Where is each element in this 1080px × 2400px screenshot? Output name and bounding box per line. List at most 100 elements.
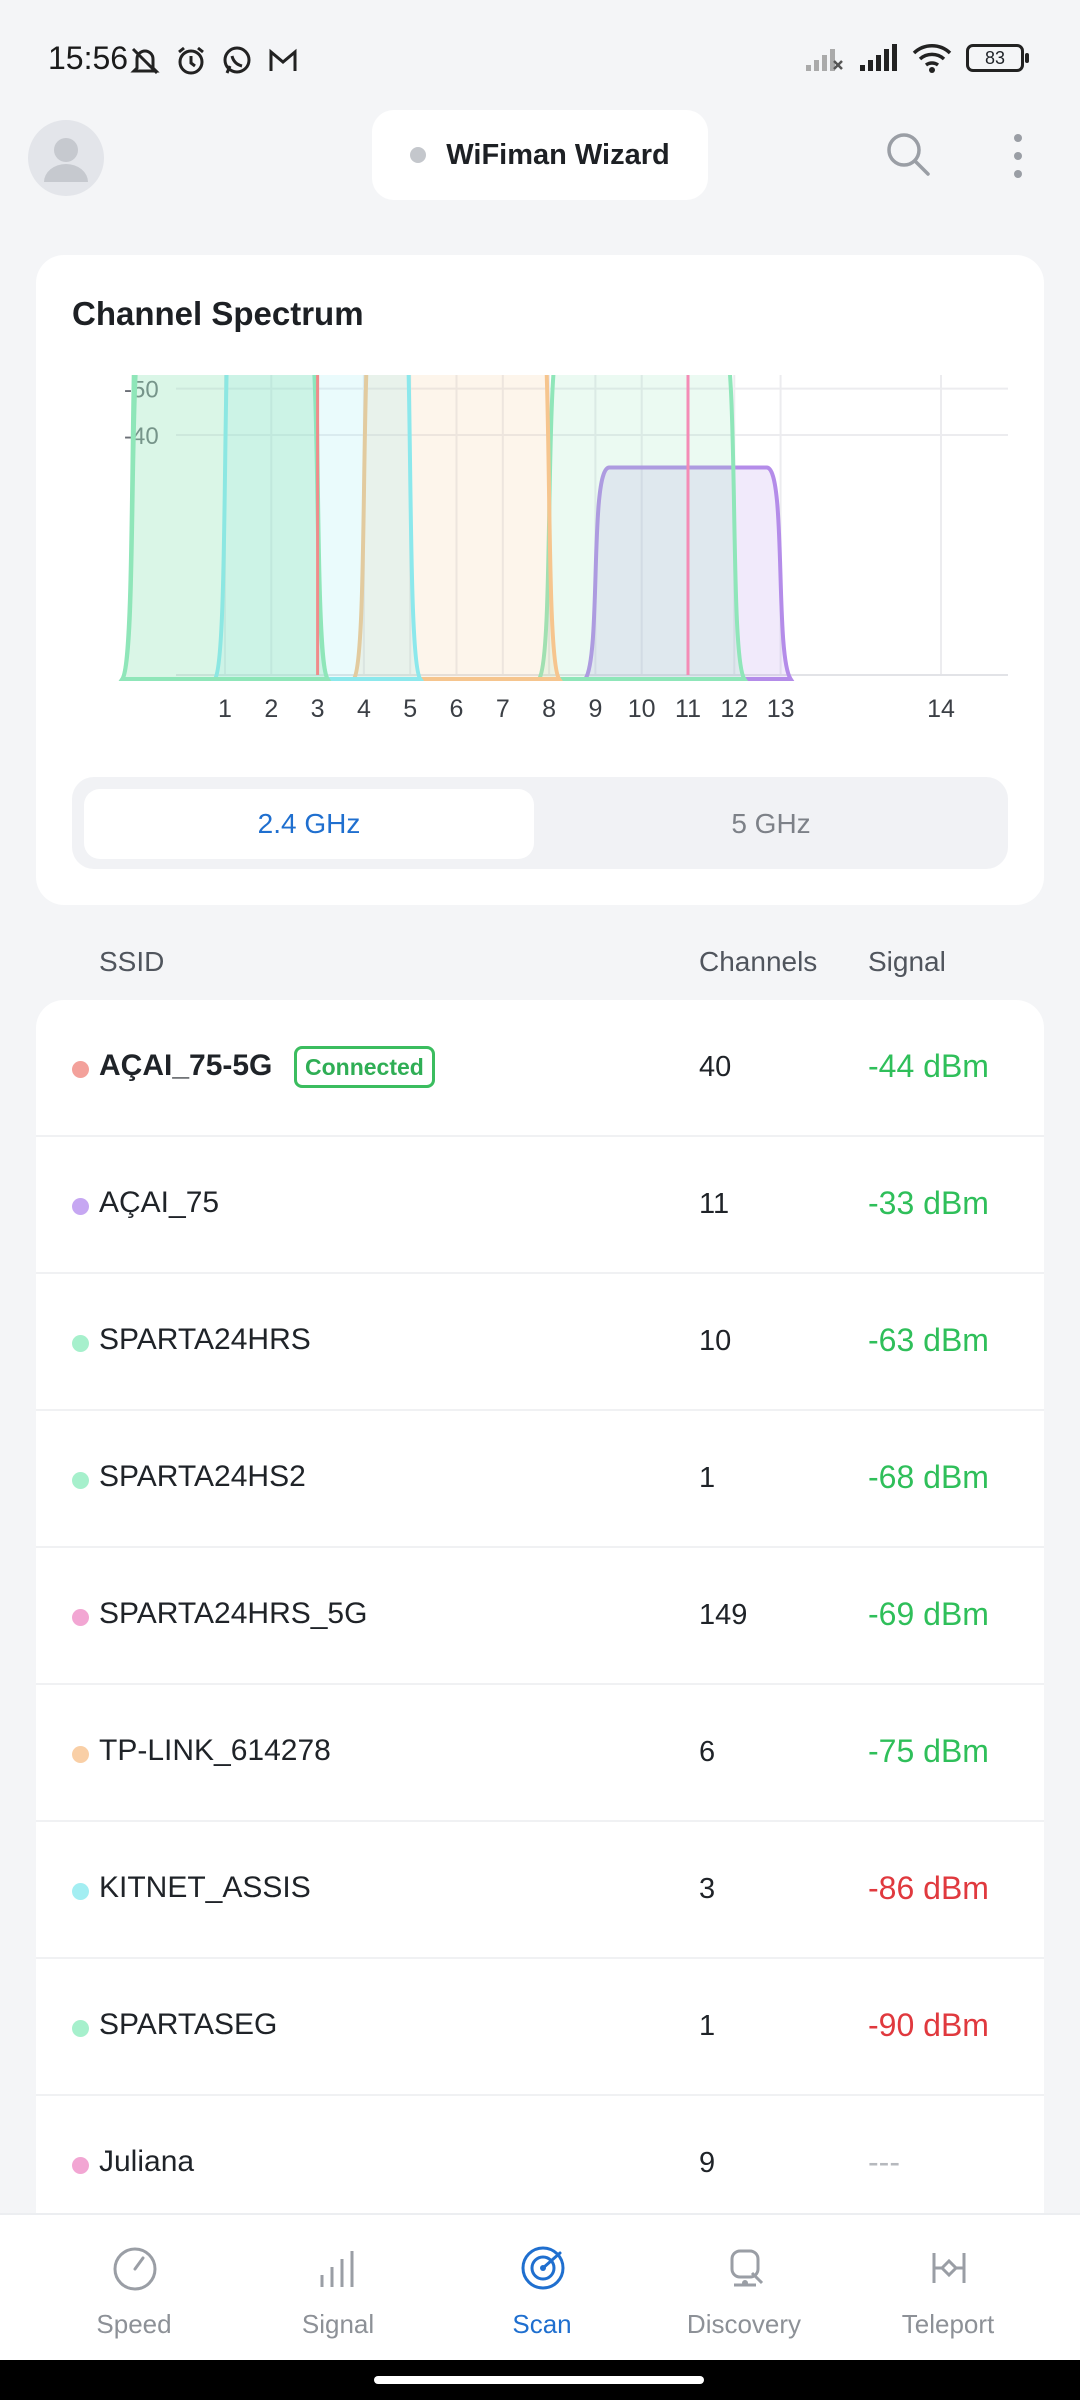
nav-discovery[interactable]: Discovery [644, 2215, 844, 2362]
x-tick-label: 12 [720, 695, 748, 723]
list-item[interactable]: SPARTASEG 1 -90 dBm [36, 1959, 1044, 2096]
network-ssid: TP-LINK_614278 [99, 1734, 331, 1767]
network-channel: 1 [699, 2010, 716, 2042]
nav-signal[interactable]: Signal [238, 2215, 438, 2362]
more-options-icon[interactable] [1000, 130, 1036, 182]
x-tick-label: 11 [675, 695, 701, 723]
list-item[interactable]: SPARTA24HS2 1 -68 dBm [36, 1411, 1044, 1548]
network-signal: -44 dBm [868, 1048, 989, 1084]
x-tick-label: 9 [588, 695, 602, 723]
network-color-dot [72, 2157, 89, 2174]
network-channel: 11 [699, 1188, 730, 1220]
nav-label: Signal [301, 2309, 375, 2339]
x-tick-label: 10 [628, 695, 656, 723]
nav-teleport[interactable]: Teleport [848, 2215, 1048, 2362]
x-tick-label: 7 [496, 695, 510, 723]
whatsapp-icon [223, 46, 251, 74]
gmail-icon [269, 48, 297, 71]
network-ssid: AÇAI_75 [99, 1186, 220, 1219]
network-signal: -75 dBm [868, 1733, 989, 1769]
list-item[interactable]: AÇAI_75 11 -33 dBm [36, 1137, 1044, 1274]
network-color-dot [72, 1335, 89, 1352]
status-bar: 15:56 83 [0, 0, 1080, 110]
spectrum-title: Channel Spectrum [72, 295, 364, 332]
avatar[interactable] [28, 120, 104, 196]
x-tick-label: 6 [450, 695, 464, 723]
network-color-dot [72, 1746, 89, 1763]
signal-off-icon [806, 49, 843, 71]
home-indicator[interactable] [374, 2376, 704, 2384]
network-color-dot [72, 2020, 89, 2037]
speedometer-icon [110, 2243, 160, 2293]
network-ssid: AÇAI_75-5G [99, 1049, 273, 1082]
column-ssid: SSID [99, 946, 165, 977]
network-signal: -33 dBm [868, 1185, 989, 1221]
page-title: WiFiman Wizard [446, 138, 670, 171]
x-tick-label: 2 [264, 695, 278, 723]
network-list-header: SSID Channels Signal [0, 940, 1080, 990]
band-tab-5ghz[interactable]: 5 GHz [731, 808, 811, 839]
x-tick-label: 14 [927, 695, 955, 723]
battery-indicator: 83 [966, 44, 1029, 72]
network-channel: 149 [699, 1599, 748, 1631]
y-tick-label: -40 [124, 423, 159, 450]
channel-spectrum-card: Channel Spectrum -40-50-60-70-80-9012345… [36, 255, 1044, 905]
status-dot [410, 147, 427, 163]
network-list: AÇAI_75-5G Connected 40 -44 dBm AÇAI_75 11 -33… [36, 1000, 1044, 2215]
network-spectrum-curve [118, 375, 332, 681]
list-item[interactable]: TP-LINK_614278 6 -75 dBm [36, 1685, 1044, 1822]
network-signal: -86 dBm [868, 1870, 989, 1906]
gesture-bar [0, 2360, 1080, 2400]
network-title-pill[interactable]: WiFiman Wizard [372, 110, 708, 200]
column-signal: Signal [868, 946, 946, 977]
nav-label: Teleport [901, 2309, 995, 2339]
x-tick-label: 8 [542, 695, 556, 723]
wifi-icon [912, 44, 952, 73]
network-channel: 9 [699, 2147, 716, 2179]
network-ssid: SPARTA24HRS_5G [99, 1597, 368, 1630]
network-spectrum-curve [535, 375, 749, 681]
x-tick-label: 1 [218, 695, 232, 723]
band-tab-2-4ghz[interactable]: 2.4 GHz [84, 789, 534, 859]
list-item[interactable]: AÇAI_75-5G Connected 40 -44 dBm [36, 1000, 1044, 1137]
alarm-icon [178, 46, 204, 75]
connected-badge: Connected [294, 1046, 435, 1088]
spectrum-chart: -40-50-60-70-80-901234567891011121314 [118, 375, 1008, 723]
search-icon[interactable] [884, 130, 932, 178]
network-ssid: SPARTASEG [99, 2008, 278, 2041]
list-item[interactable]: KITNET_ASSIS 3 -86 dBm [36, 1822, 1044, 1959]
network-color-dot [72, 1472, 89, 1489]
device-discovery-icon [720, 2243, 770, 2293]
x-tick-label: 13 [767, 695, 795, 723]
list-item[interactable]: SPARTA24HRS 10 -63 dBm [36, 1274, 1044, 1411]
nav-scan[interactable]: Scan [442, 2215, 642, 2362]
nav-label: Scan [512, 2309, 572, 2339]
network-ssid: KITNET_ASSIS [99, 1871, 311, 1904]
bottom-navigation: Speed Signal Scan Discovery Teleport [0, 2213, 1080, 2360]
network-color-dot [72, 1198, 89, 1215]
x-tick-label: 5 [403, 695, 417, 723]
y-tick-label: -50 [124, 377, 159, 404]
status-time: 15:56 [48, 40, 129, 76]
radar-scan-icon [518, 2243, 568, 2293]
network-channel: 10 [699, 1325, 732, 1357]
network-channel: 40 [699, 1051, 732, 1083]
network-signal: -69 dBm [868, 1596, 989, 1632]
user-icon [44, 138, 88, 182]
list-item[interactable]: Juliana 9 --- [36, 2096, 1044, 2215]
nav-label: Speed [96, 2309, 172, 2339]
network-ssid: SPARTA24HRS [99, 1323, 311, 1356]
signal-icon [860, 44, 897, 71]
network-channel: 1 [699, 1462, 716, 1494]
network-spectrum-curve [350, 375, 563, 681]
notification-icons [128, 44, 300, 78]
network-ssid: SPARTA24HS2 [99, 1460, 306, 1493]
network-color-dot [72, 1883, 89, 1900]
list-item[interactable]: SPARTA24HRS_5G 149 -69 dBm [36, 1548, 1044, 1685]
network-signal: -90 dBm [868, 2007, 989, 2043]
app-header: WiFiman Wizard [0, 110, 1080, 210]
nav-speed[interactable]: Speed [34, 2215, 234, 2362]
network-channel: 6 [699, 1736, 716, 1768]
x-tick-label: 4 [357, 695, 371, 723]
network-signal: --- [868, 2144, 900, 2180]
